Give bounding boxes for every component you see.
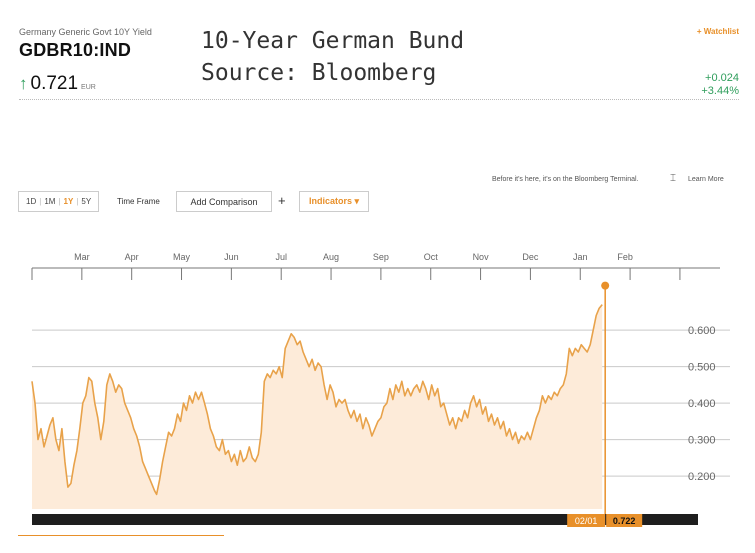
- chart-overlay-source: Source: Bloomberg: [201, 60, 437, 86]
- current-date-label: 02/01: [575, 516, 598, 526]
- month-axis-labels: Mar Apr May Jun Jul Aug Sep Oct Nov Dec Jan Feb: [31, 252, 681, 280]
- month-label: Jan: [573, 252, 588, 262]
- change-percent: +3.44%: [701, 85, 739, 97]
- month-label: May: [173, 252, 191, 262]
- range-separator: |: [76, 197, 79, 206]
- current-value-dot[interactable]: [601, 281, 610, 290]
- time-frame-label[interactable]: Time Frame: [117, 197, 160, 206]
- y-tick-label: 0.400: [688, 398, 716, 410]
- terminal-icon: ⌶: [670, 173, 676, 184]
- up-arrow-icon: ↑: [19, 74, 28, 93]
- range-separator: |: [39, 197, 42, 206]
- time-range-selector: 1D | 1M | 1Y | 5Y: [18, 191, 100, 212]
- timeline-scrollbar[interactable]: [32, 514, 698, 525]
- current-value-tag: [606, 514, 643, 527]
- price-display: ↑ 0.721 EUR: [19, 73, 96, 95]
- chart-overlay-title: 10-Year German Bund: [201, 28, 465, 54]
- header-divider: [19, 99, 739, 100]
- range-button-5y[interactable]: 5Y: [81, 197, 92, 206]
- month-label: Jul: [275, 252, 287, 262]
- range-button-1m[interactable]: 1M: [44, 197, 56, 206]
- current-value-label: 0.722: [613, 516, 636, 526]
- y-tick-label: 0.600: [688, 325, 716, 337]
- y-tick-label: 0.500: [688, 362, 716, 374]
- terminal-promo-text: Before it's here, it's on the Bloomberg …: [492, 176, 639, 183]
- month-label: Oct: [424, 252, 439, 262]
- watchlist-button[interactable]: + Watchlist: [696, 27, 739, 36]
- month-label: Jun: [224, 252, 239, 262]
- yield-line: [31, 304, 603, 496]
- range-separator: |: [58, 197, 61, 206]
- bottom-accent-rule: [18, 535, 224, 536]
- range-button-1d[interactable]: 1D: [26, 197, 37, 206]
- month-label: Nov: [473, 252, 490, 262]
- currency-label: EUR: [81, 84, 96, 91]
- y-axis-ticks: 0.200 0.300 0.400 0.500 0.600: [688, 325, 716, 483]
- yield-area-fill: [32, 304, 603, 509]
- learn-more-link[interactable]: Learn More: [688, 176, 724, 183]
- month-label: Apr: [125, 252, 139, 262]
- indicators-dropdown[interactable]: Indicators ▾: [299, 191, 369, 212]
- month-label: Sep: [373, 252, 389, 262]
- change-absolute: +0.024: [705, 72, 739, 84]
- instrument-description: Germany Generic Govt 10Y Yield: [19, 27, 152, 37]
- price-value: 0.721: [30, 73, 79, 94]
- y-tick-label: 0.300: [688, 435, 716, 447]
- range-button-1y[interactable]: 1Y: [63, 197, 74, 206]
- plus-icon[interactable]: +: [278, 193, 286, 208]
- month-label: Mar: [74, 252, 90, 262]
- add-comparison-button[interactable]: Add Comparison: [176, 191, 272, 212]
- month-label: Feb: [617, 252, 633, 262]
- y-tick-label: 0.200: [688, 471, 716, 483]
- current-date-tag: [567, 514, 606, 527]
- yield-chart: 0.200 0.300 0.400 0.500 0.600 Mar Apr May Jun Ju…: [31, 252, 730, 527]
- ticker-symbol: GDBR10:IND: [19, 40, 132, 60]
- month-label: Dec: [522, 252, 539, 262]
- month-label: Aug: [323, 252, 339, 262]
